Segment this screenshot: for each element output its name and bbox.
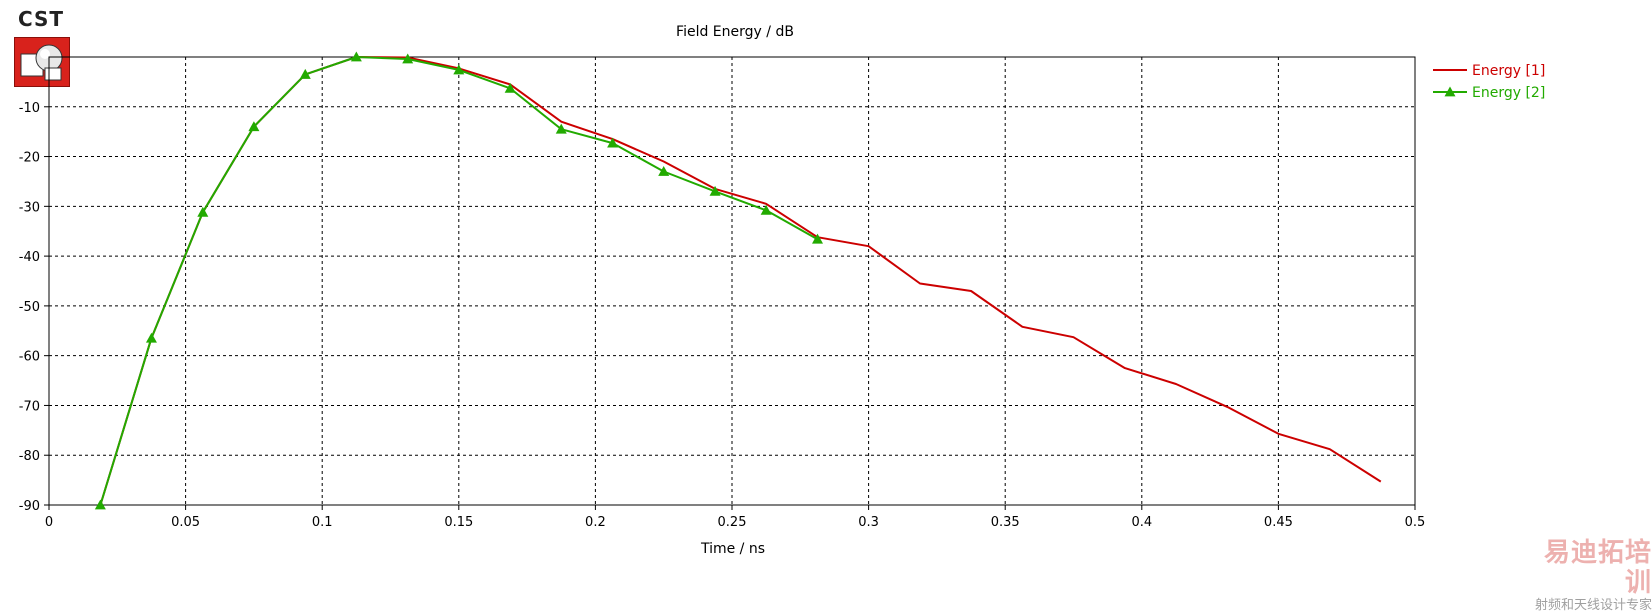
data-point-marker: [709, 185, 721, 196]
y-tick-label: -60: [19, 350, 40, 365]
x-tick-label: 0.05: [171, 515, 200, 530]
cst-logo-text: CST: [17, 7, 65, 31]
x-axis-ticks: 0 0.05 0.1 0.15 0.2 0.25 0.3 0.35 0.4 0.45 0.5: [45, 505, 1425, 530]
data-point-marker: [248, 121, 260, 132]
cst-logo: CST: [10, 8, 72, 92]
watermark-sub: 射频和天线设计专家: [1534, 598, 1652, 613]
legend-label: Energy [1]: [1472, 63, 1545, 79]
data-point-marker: [812, 233, 824, 244]
data-point-marker: [555, 123, 567, 134]
y-tick-label: -70: [19, 399, 40, 414]
y-tick-label: -20: [19, 151, 40, 166]
data-point-marker: [453, 64, 465, 75]
x-tick-label: 0.5: [1405, 515, 1426, 530]
field-energy-chart: Field Energy / dB 0 0.05 0.1 0.15 0.2 0.25 0.3…: [19, 24, 1546, 557]
x-tick-label: 0.45: [1264, 515, 1293, 530]
data-point-marker: [94, 499, 106, 510]
y-tick-label: -90: [19, 499, 40, 514]
x-tick-label: 0.1: [312, 515, 333, 530]
y-axis-ticks: -10 -20 -30 -40 -50 -60 -70 -80 -90: [19, 101, 49, 514]
data-point-marker: [607, 137, 619, 148]
x-axis-label: Time / ns: [700, 541, 765, 557]
cst-logo-icon: [14, 37, 70, 87]
data-point-marker: [760, 204, 772, 215]
y-tick-label: -30: [19, 200, 40, 215]
data-point-marker: [145, 332, 157, 343]
y-tick-label: -10: [19, 101, 40, 116]
data-point-marker: [350, 51, 362, 62]
x-tick-label: 0: [45, 515, 53, 530]
chart-title: Field Energy / dB: [676, 24, 794, 40]
data-point-marker: [299, 68, 311, 79]
y-tick-label: -80: [19, 449, 40, 464]
y-tick-label: -50: [19, 300, 40, 315]
x-tick-label: 0.25: [718, 515, 747, 530]
y-tick-label: -40: [19, 250, 40, 265]
x-tick-label: 0.4: [1131, 515, 1152, 530]
legend-marker-icon: [1444, 86, 1456, 97]
watermark: 易迪拓培训 射频和天线设计专家: [1528, 538, 1652, 614]
series-group: [94, 51, 1382, 510]
x-tick-label: 0.35: [991, 515, 1020, 530]
x-tick-label: 0.2: [585, 515, 606, 530]
legend-label: Energy [2]: [1472, 85, 1545, 101]
series-line-energy-1: [99, 56, 1382, 506]
watermark-main: 易迪拓培训: [1543, 538, 1652, 598]
x-tick-label: 0.15: [444, 515, 473, 530]
data-point-marker: [504, 82, 516, 93]
data-point-marker: [402, 53, 414, 64]
x-tick-label: 0.3: [858, 515, 879, 530]
data-point-marker: [197, 206, 209, 217]
grid: [49, 57, 1415, 505]
data-point-marker: [658, 165, 670, 176]
legend: Energy [1] Energy [2]: [1433, 63, 1545, 101]
